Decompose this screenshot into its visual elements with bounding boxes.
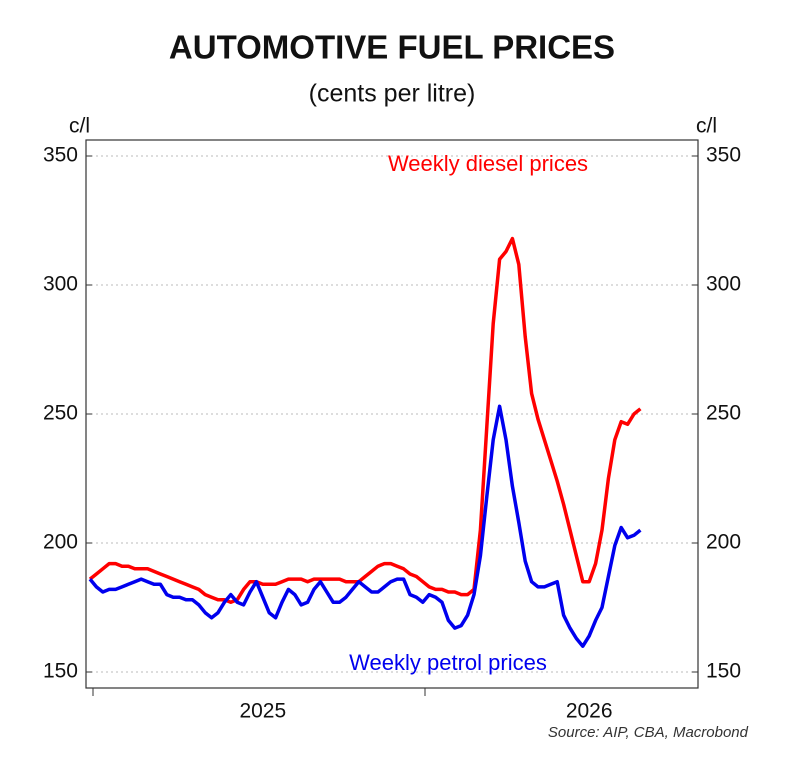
y-tick-label: 350 — [43, 144, 78, 167]
y2-tick-label: 200 — [706, 531, 741, 554]
y2-tick-label: 150 — [706, 660, 741, 683]
series-line — [88, 236, 642, 605]
x-tick-label: 2025 — [239, 700, 286, 723]
y2-tick-label: 250 — [706, 402, 741, 425]
x-tick-label: 2026 — [566, 700, 613, 723]
y2-tick-label: 350 — [706, 144, 741, 167]
series-line — [88, 404, 642, 648]
series-label: Weekly diesel prices — [388, 151, 588, 176]
y-tick-label: 300 — [43, 273, 78, 296]
chart-subtitle: (cents per litre) — [309, 80, 476, 108]
series-label: Weekly petrol prices — [349, 650, 547, 675]
source-note: Source: AIP, CBA, Macrobond — [548, 724, 749, 741]
y-tick-label: 150 — [43, 660, 78, 683]
y2-axis-unit: c/l — [696, 115, 717, 138]
y-tick-label: 250 — [43, 402, 78, 425]
y-axis-unit: c/l — [69, 115, 90, 138]
chart-title: AUTOMOTIVE FUEL PRICES — [169, 29, 615, 66]
y-tick-label: 200 — [43, 531, 78, 554]
y2-tick-label: 300 — [706, 273, 741, 296]
